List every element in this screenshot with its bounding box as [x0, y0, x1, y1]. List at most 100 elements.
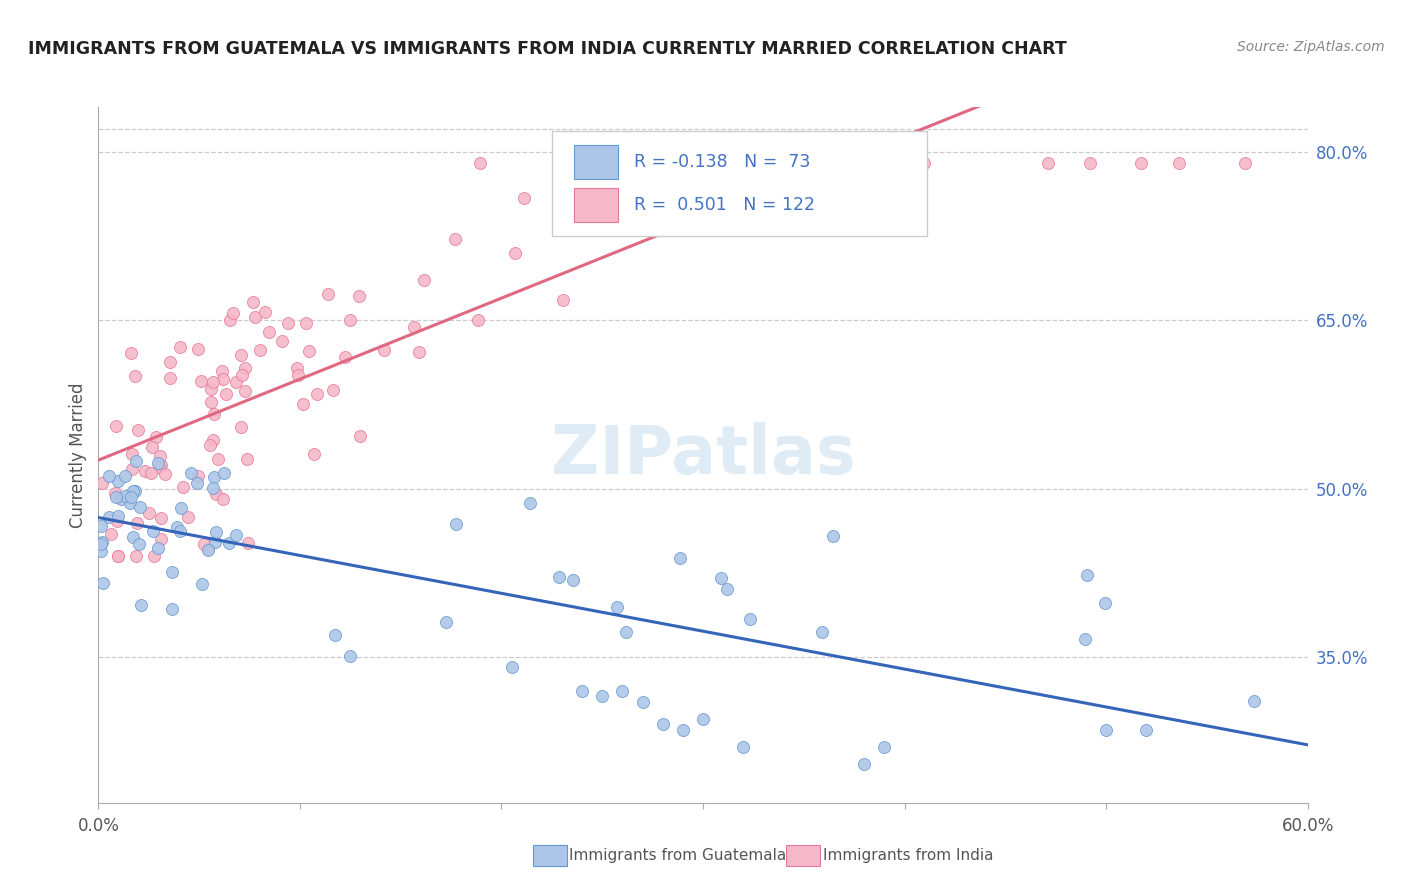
- Point: [100, 527, 122, 541]
- Point: [211, 364, 233, 378]
- Point: [121, 447, 143, 461]
- Point: [249, 343, 271, 357]
- Point: [222, 306, 245, 320]
- Point: [169, 524, 191, 538]
- Point: [606, 599, 628, 614]
- Point: [125, 454, 148, 468]
- Point: [681, 223, 703, 237]
- Point: [114, 468, 136, 483]
- Point: [294, 316, 316, 330]
- Point: [215, 387, 238, 401]
- Point: [373, 343, 395, 358]
- Point: [159, 371, 181, 385]
- Point: [754, 156, 776, 170]
- Point: [122, 483, 145, 498]
- Point: [212, 466, 235, 480]
- Point: [198, 438, 221, 452]
- Point: [204, 534, 226, 549]
- Point: [110, 491, 132, 506]
- Point: [886, 156, 908, 170]
- Point: [710, 156, 733, 170]
- Point: [97, 510, 120, 524]
- Point: [444, 232, 467, 246]
- FancyBboxPatch shape: [574, 188, 619, 222]
- Point: [853, 156, 876, 170]
- Y-axis label: Currently Married: Currently Married: [69, 382, 87, 528]
- Point: [316, 286, 339, 301]
- Point: [513, 191, 536, 205]
- Point: [339, 648, 361, 663]
- Point: [804, 156, 827, 170]
- Point: [651, 717, 673, 731]
- Point: [1233, 156, 1256, 170]
- Point: [127, 423, 149, 437]
- Point: [349, 429, 371, 443]
- Point: [287, 368, 309, 382]
- Point: [180, 466, 202, 480]
- Point: [253, 305, 276, 319]
- Point: [125, 549, 148, 563]
- Point: [1135, 723, 1157, 737]
- Point: [783, 156, 806, 170]
- Point: [591, 689, 613, 703]
- Point: [172, 480, 194, 494]
- Point: [592, 220, 614, 235]
- Point: [107, 549, 129, 563]
- Point: [197, 542, 219, 557]
- Text: R =  0.501   N = 122: R = 0.501 N = 122: [634, 196, 815, 214]
- Point: [323, 628, 346, 642]
- Point: [711, 156, 734, 170]
- Point: [91, 475, 114, 490]
- Text: R = -0.138   N =  73: R = -0.138 N = 73: [634, 153, 810, 171]
- Point: [665, 209, 688, 223]
- Point: [142, 549, 165, 563]
- Point: [912, 156, 935, 170]
- Point: [292, 397, 315, 411]
- Point: [257, 325, 280, 339]
- Point: [166, 520, 188, 534]
- Point: [105, 514, 128, 528]
- Point: [238, 536, 260, 550]
- Point: [821, 529, 844, 543]
- Point: [121, 461, 143, 475]
- Point: [551, 293, 574, 308]
- Point: [148, 460, 170, 475]
- Point: [716, 582, 738, 597]
- Point: [148, 457, 170, 471]
- Point: [124, 369, 146, 384]
- Point: [547, 570, 569, 584]
- Point: [193, 537, 215, 551]
- Point: [242, 295, 264, 310]
- Point: [229, 348, 252, 362]
- Point: [810, 624, 832, 639]
- Point: [201, 481, 224, 495]
- Point: [124, 484, 146, 499]
- Point: [139, 466, 162, 480]
- Point: [169, 340, 191, 354]
- Point: [446, 516, 468, 531]
- Text: ZIPatlas: ZIPatlas: [551, 422, 855, 488]
- Point: [824, 156, 846, 170]
- Point: [571, 195, 593, 210]
- Point: [97, 469, 120, 483]
- Point: [204, 469, 226, 483]
- Point: [519, 496, 541, 510]
- Point: [612, 683, 634, 698]
- Point: [120, 496, 142, 510]
- Point: [120, 346, 142, 360]
- Point: [212, 371, 235, 385]
- Point: [565, 156, 588, 170]
- Point: [131, 598, 153, 612]
- Point: [1243, 694, 1265, 708]
- Point: [762, 178, 785, 193]
- Point: [105, 418, 128, 433]
- Point: [243, 310, 266, 325]
- Point: [756, 156, 779, 170]
- Point: [187, 342, 209, 356]
- Point: [413, 273, 436, 287]
- Point: [107, 474, 129, 488]
- Point: [138, 506, 160, 520]
- Point: [169, 500, 191, 515]
- Point: [120, 491, 142, 505]
- Point: [107, 549, 129, 563]
